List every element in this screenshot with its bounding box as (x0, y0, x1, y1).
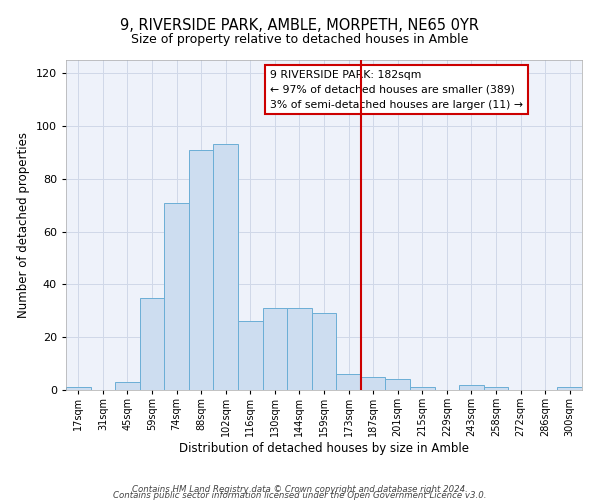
Bar (214, 144, 238, 390)
Text: Size of property relative to detached houses in Amble: Size of property relative to detached ho… (131, 32, 469, 46)
Bar (238, 322, 263, 390)
Y-axis label: Number of detached properties: Number of detached properties (17, 132, 30, 318)
Bar (66, 388, 91, 390)
Bar (557, 388, 582, 390)
Text: 9, RIVERSIDE PARK, AMBLE, MORPETH, NE65 0YR: 9, RIVERSIDE PARK, AMBLE, MORPETH, NE65 … (121, 18, 479, 32)
Bar (189, 150, 214, 390)
Bar (361, 377, 385, 390)
Text: Contains HM Land Registry data © Crown copyright and database right 2024.: Contains HM Land Registry data © Crown c… (132, 484, 468, 494)
Bar (336, 374, 361, 390)
X-axis label: Distribution of detached houses by size in Amble: Distribution of detached houses by size … (179, 442, 469, 455)
Text: 9 RIVERSIDE PARK: 182sqm
← 97% of detached houses are smaller (389)
3% of semi-d: 9 RIVERSIDE PARK: 182sqm ← 97% of detach… (270, 70, 523, 110)
Bar (312, 314, 336, 390)
Bar (140, 298, 164, 390)
Bar (287, 308, 312, 390)
Bar (410, 388, 434, 390)
Bar (115, 382, 140, 390)
Bar (164, 202, 189, 390)
Text: Contains public sector information licensed under the Open Government Licence v3: Contains public sector information licen… (113, 490, 487, 500)
Bar (484, 388, 508, 390)
Bar (385, 380, 410, 390)
Bar (459, 384, 484, 390)
Bar (263, 308, 287, 390)
